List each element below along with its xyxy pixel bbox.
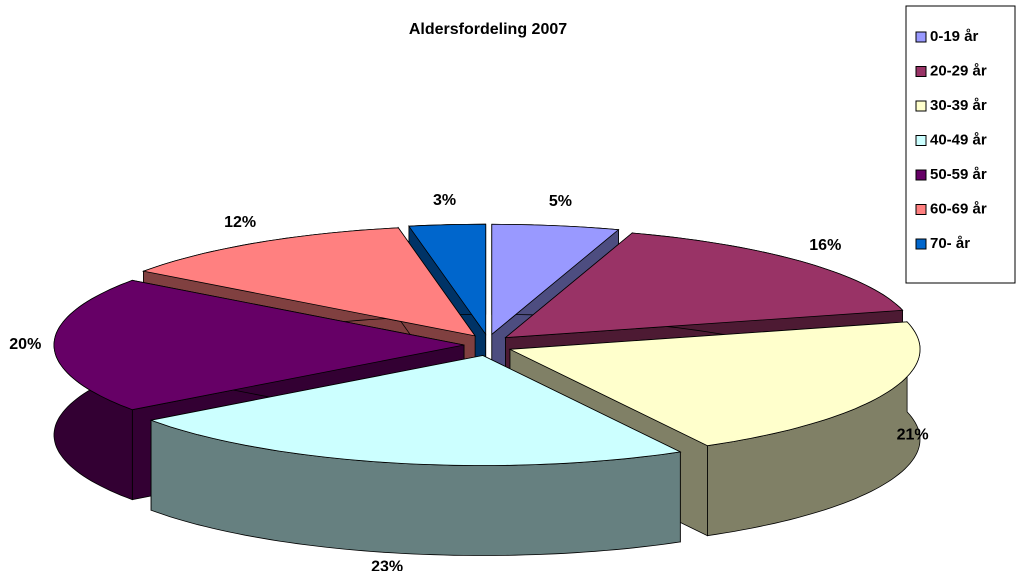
slice — [149, 355, 682, 466]
data-label: 12% — [224, 214, 256, 231]
slice — [491, 223, 620, 336]
legend-label: 20-29 år — [930, 62, 987, 79]
data-label: 20% — [9, 336, 41, 353]
data-label: 3% — [433, 192, 456, 209]
slice — [504, 232, 904, 339]
data-label: 23% — [371, 559, 403, 571]
legend-label: 50-59 år — [930, 166, 987, 183]
legend-swatch — [915, 169, 927, 181]
legend-swatch — [915, 135, 927, 146]
legend-swatch — [915, 204, 927, 215]
legend-swatch — [915, 100, 927, 112]
slice — [508, 321, 921, 447]
data-label: 16% — [809, 237, 841, 254]
legend-swatch — [915, 238, 927, 250]
legend-swatch — [915, 66, 927, 77]
legend-label: 30-39 år — [930, 97, 987, 114]
data-label: 5% — [549, 193, 572, 210]
legend-label: 40-49 år — [930, 131, 987, 148]
data-label: 21% — [897, 427, 929, 444]
legend-label: 60-69 år — [930, 200, 987, 217]
legend-label: 0-19 år — [930, 28, 979, 45]
slice — [141, 227, 477, 337]
legend-swatch — [915, 31, 927, 43]
slice — [408, 223, 487, 336]
chart-title: Aldersfordeling 2007 — [409, 21, 567, 38]
slice — [53, 279, 465, 411]
legend-label: 70- år — [930, 235, 970, 252]
